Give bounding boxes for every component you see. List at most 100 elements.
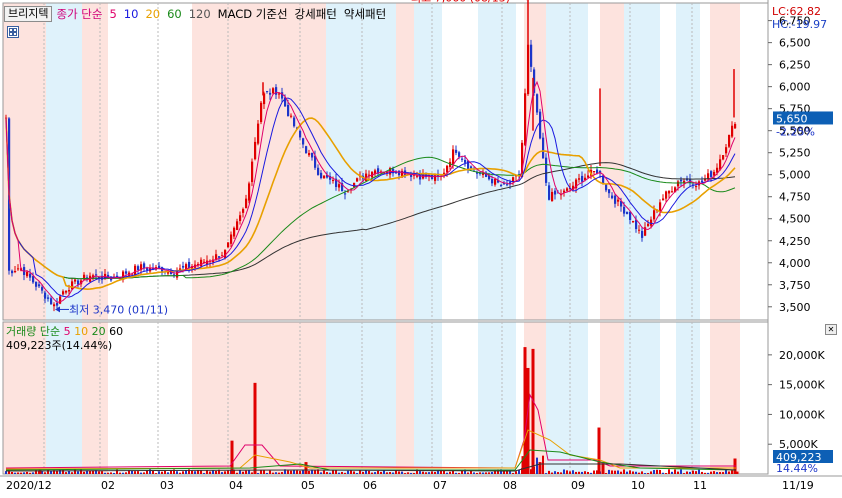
candle-body — [329, 176, 332, 180]
candle-body — [281, 92, 284, 99]
vma10-label[interactable]: 10 — [74, 325, 89, 338]
x-axis-label: 11 — [693, 479, 707, 492]
volume-bar — [185, 470, 187, 474]
volume-bar — [674, 469, 676, 474]
volume-bar — [452, 470, 454, 474]
candle-body — [521, 142, 524, 178]
volume-bar — [290, 470, 292, 474]
candle-body — [47, 297, 50, 299]
x-axis-label: 02 — [101, 479, 115, 492]
volume-bar — [308, 470, 310, 474]
candle-body — [683, 180, 686, 184]
volume-bar — [494, 469, 496, 474]
volume-bar — [71, 472, 73, 474]
candle-body — [65, 290, 68, 293]
volume-bar — [440, 470, 442, 474]
volume-bar — [656, 469, 658, 474]
candle-body — [596, 169, 599, 174]
volume-bar — [422, 471, 424, 474]
volume-bar — [53, 470, 55, 474]
candle-body — [257, 123, 260, 144]
grid-icon[interactable] — [7, 26, 19, 38]
candle-body — [71, 281, 74, 290]
volume-info: 409,223주(14.44%) — [6, 339, 113, 352]
volume-bar — [548, 470, 550, 474]
volume-bar — [281, 472, 283, 474]
candle-body — [722, 155, 725, 160]
vma10-line — [5, 429, 736, 470]
ma10-label[interactable]: 10 — [123, 7, 139, 21]
candle-body — [224, 250, 227, 258]
price-tick-label: 5,000 — [779, 169, 811, 182]
weak-pattern-label[interactable]: 약세패턴 — [343, 7, 387, 21]
volume-ma-label[interactable]: 거래량 단순 — [6, 325, 61, 338]
candle-body — [14, 271, 17, 273]
volume-bar — [653, 470, 655, 474]
vma60-label[interactable]: 60 — [109, 325, 124, 338]
vma20-label[interactable]: 20 — [91, 325, 106, 338]
ma5-label[interactable]: 5 — [109, 7, 117, 21]
candle-body — [638, 229, 641, 231]
volume-bar — [538, 462, 542, 474]
volume-bar — [131, 470, 133, 474]
stock-name-button[interactable]: 브리지텍 — [4, 6, 53, 22]
volume-tick-label: 5,000K — [779, 438, 818, 451]
price-tick-label: 6,250 — [779, 59, 811, 72]
candle-body — [200, 259, 203, 267]
volume-bar — [304, 462, 308, 474]
volume-bar — [335, 469, 337, 474]
x-axis-label: 03 — [160, 479, 174, 492]
volume-bar — [224, 471, 226, 474]
volume-bar — [140, 472, 142, 474]
candle-body — [56, 302, 59, 306]
candle-body — [674, 187, 677, 193]
volume-bar — [449, 471, 451, 474]
volume-bar — [278, 472, 280, 474]
candle-body — [278, 93, 281, 95]
volume-bar — [104, 472, 106, 474]
candle-body — [53, 304, 56, 307]
ma120-label[interactable]: 120 — [188, 7, 211, 21]
background-stripe — [676, 3, 700, 320]
volume-bar — [629, 470, 631, 474]
volume-bar — [266, 472, 268, 474]
candle-body — [701, 180, 704, 183]
candle-body — [494, 178, 497, 185]
volume-bar — [446, 472, 448, 474]
background-stripe — [192, 3, 244, 320]
candle-body — [95, 274, 98, 276]
ma60-label[interactable]: 60 — [167, 7, 182, 21]
vma5-label[interactable]: 5 — [63, 325, 71, 338]
candle-body — [485, 172, 488, 177]
candle-body — [218, 256, 221, 258]
candle-body — [398, 170, 401, 176]
volume-bar — [155, 473, 157, 474]
macd-label[interactable]: MACD 기준선 — [217, 7, 288, 21]
strong-pattern-label[interactable]: 강세패턴 — [294, 7, 337, 21]
volume-bar — [332, 470, 334, 474]
volume-bars-group — [5, 347, 739, 474]
x-axis-label: 05 — [301, 479, 315, 492]
price-tick-label: 5,500 — [779, 125, 811, 138]
background-stripe — [478, 322, 516, 474]
price-tick-label: 6,000 — [779, 81, 811, 94]
candle-body — [689, 178, 692, 183]
ma20-label[interactable]: 20 — [145, 7, 161, 21]
volume-bar — [176, 471, 178, 474]
candle-body — [614, 195, 617, 204]
volume-bar — [731, 470, 733, 474]
volume-bar — [701, 471, 703, 474]
candle-body — [641, 230, 644, 238]
background-stripe — [710, 322, 740, 474]
candle-body — [308, 153, 311, 156]
volume-bar — [191, 470, 193, 474]
volume-bar — [8, 469, 10, 474]
volume-bar — [170, 470, 172, 474]
candle-body — [275, 87, 278, 95]
candle-body — [179, 268, 182, 271]
ma-type-label[interactable]: 종가 단순 — [56, 7, 103, 21]
close-icon[interactable]: ✕ — [825, 324, 837, 335]
background-stripe — [46, 322, 82, 474]
volume-bar — [197, 470, 199, 474]
